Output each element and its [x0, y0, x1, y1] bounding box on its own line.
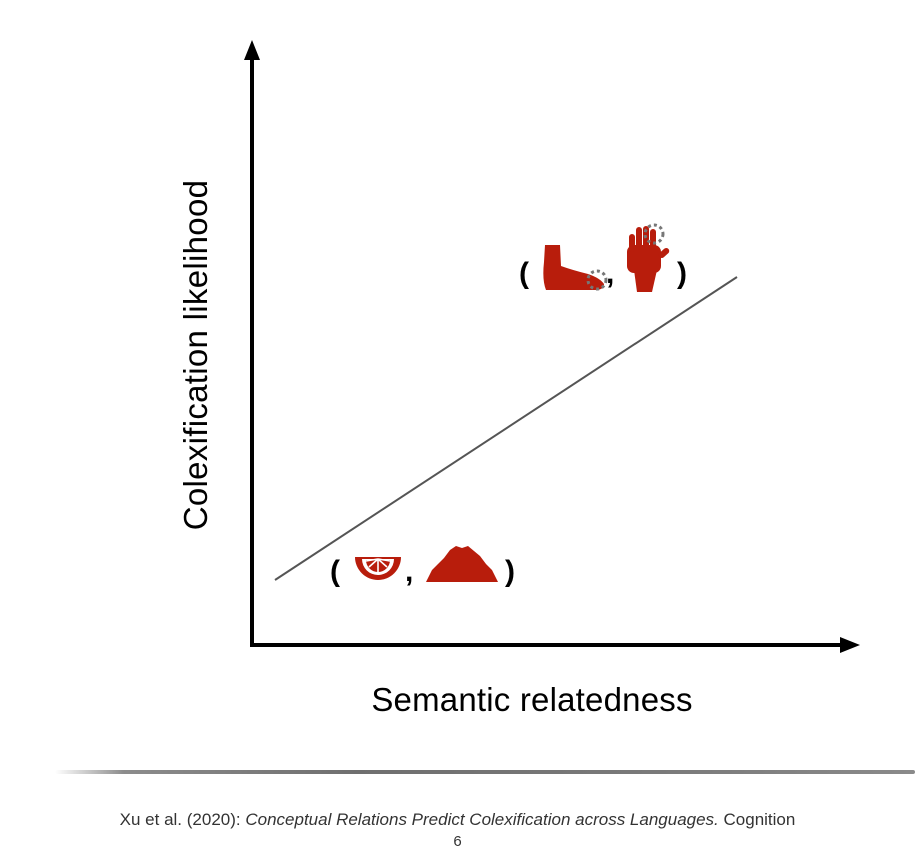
toe-highlight-icon: [586, 269, 608, 291]
trend-line: [274, 276, 738, 581]
x-axis-label: Semantic relatedness: [371, 681, 693, 718]
y-axis-label: Colexification likelihood: [177, 179, 214, 531]
orange-slice-icon: [355, 557, 401, 580]
conceptual-diagram: ( , ) (: [244, 40, 860, 653]
hand-icon: [627, 223, 670, 292]
page-number: 6: [453, 833, 462, 850]
pair-low: ( , ): [330, 546, 515, 588]
pair-high-open-paren: (: [519, 257, 529, 290]
citation-title: Conceptual Relations Predict Colexificat…: [245, 810, 719, 829]
pair-high-comma: ,: [606, 257, 614, 290]
foot-icon: [543, 245, 608, 291]
citation-authors: Xu et al. (2020):: [119, 810, 246, 829]
pair-low-close-paren: ): [505, 555, 515, 588]
pair-low-open-paren: (: [330, 555, 340, 588]
x-axis-arrowhead: [840, 637, 860, 653]
finger-highlight-icon: [643, 223, 665, 245]
citation: Xu et al. (2020): Conceptual Relations P…: [0, 810, 915, 830]
footer-divider: [55, 770, 915, 774]
y-axis-arrowhead: [244, 40, 260, 60]
mountain-icon: [426, 546, 498, 582]
pair-high: ( , ): [519, 223, 687, 292]
pair-low-comma: ,: [405, 555, 413, 588]
pair-high-close-paren: ): [677, 257, 687, 290]
citation-venue: Cognition: [718, 810, 796, 829]
